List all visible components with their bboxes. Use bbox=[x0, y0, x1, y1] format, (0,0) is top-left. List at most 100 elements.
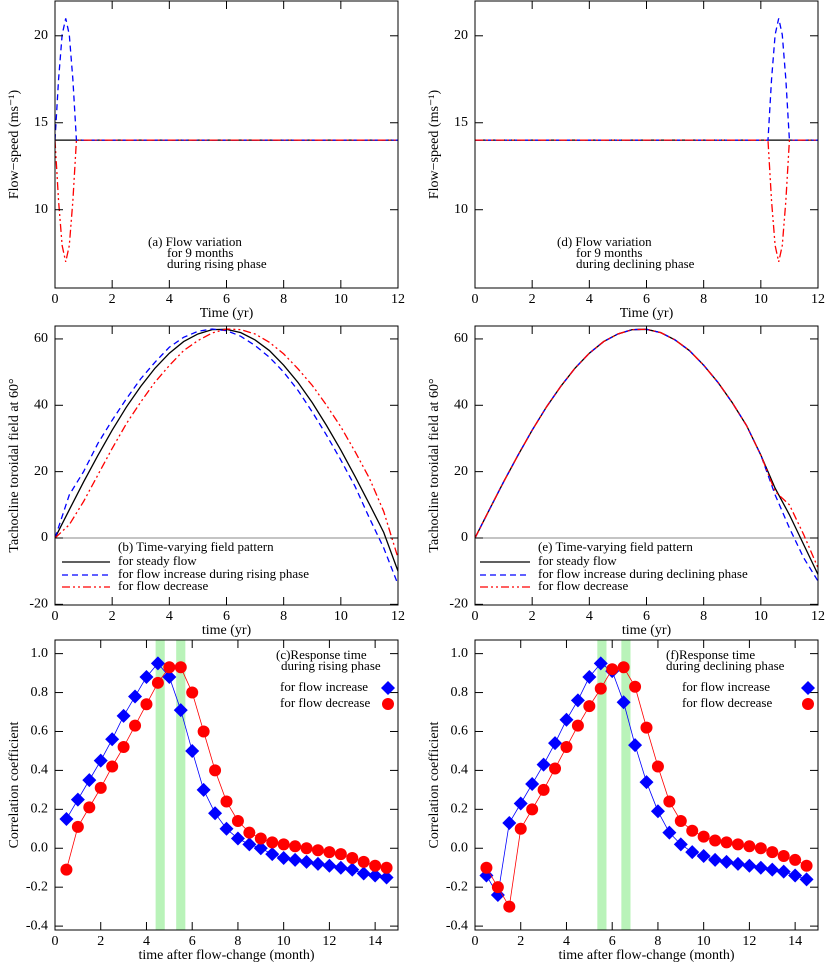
circle-marker bbox=[382, 698, 394, 710]
annotation: (c)Response time bbox=[276, 647, 367, 662]
x-tick-label: 10 bbox=[697, 934, 711, 949]
x-tick-label: 8 bbox=[654, 934, 661, 949]
circle-marker bbox=[629, 680, 642, 693]
x-tick-label: 8 bbox=[280, 292, 287, 307]
plot-area bbox=[479, 640, 814, 930]
circle-marker bbox=[243, 826, 256, 839]
x-axis-title: time (yr) bbox=[202, 623, 252, 638]
annotation: (f)Response time bbox=[666, 647, 755, 662]
diamond-marker bbox=[356, 866, 371, 881]
circle-marker bbox=[380, 861, 393, 874]
diamond-marker bbox=[662, 825, 677, 840]
x-axis-title: time (yr) bbox=[622, 623, 672, 638]
y-tick-label: 10 bbox=[34, 202, 48, 217]
y-tick-label: 20 bbox=[454, 28, 468, 43]
diamond-marker bbox=[70, 792, 85, 807]
diamond-marker bbox=[196, 782, 211, 797]
x-tick-label: 2 bbox=[529, 609, 536, 624]
circle-marker bbox=[277, 838, 290, 851]
annotation: (d) Flow variation bbox=[557, 234, 652, 249]
legend-label: for flow increase bbox=[280, 679, 368, 694]
diamond-marker bbox=[708, 852, 723, 867]
x-tick-label: 4 bbox=[586, 292, 593, 307]
diamond-marker bbox=[128, 689, 143, 704]
diamond-marker bbox=[185, 743, 200, 758]
series-line bbox=[55, 328, 398, 572]
x-tick-label: 4 bbox=[166, 609, 173, 624]
series-line bbox=[55, 18, 398, 141]
diamond-marker bbox=[753, 860, 768, 875]
circle-marker bbox=[346, 851, 359, 864]
diamond-marker bbox=[345, 862, 360, 877]
x-tick-label: 0 bbox=[472, 292, 479, 307]
circle-marker bbox=[186, 686, 199, 699]
diamond-marker bbox=[230, 831, 245, 846]
legend-label: for flow increase bbox=[682, 679, 770, 694]
plot-area bbox=[59, 640, 394, 930]
plot-frame bbox=[54, 639, 399, 931]
diamond-marker bbox=[650, 804, 665, 819]
series-line bbox=[475, 328, 818, 569]
y-tick-label: -0.2 bbox=[26, 879, 48, 894]
circle-marker bbox=[357, 855, 370, 868]
legend-label: for flow decrease bbox=[538, 578, 628, 593]
circle-marker bbox=[606, 663, 619, 676]
series-line bbox=[55, 139, 398, 263]
diamond-marker bbox=[242, 837, 257, 852]
diamond-marker bbox=[502, 815, 517, 830]
circle-marker bbox=[209, 764, 222, 777]
x-tick-label: 4 bbox=[563, 934, 570, 949]
diamond-marker bbox=[570, 693, 585, 708]
circle-marker bbox=[754, 842, 767, 855]
circle-marker bbox=[266, 836, 279, 849]
diamond-marker bbox=[730, 856, 745, 871]
circle-marker bbox=[514, 822, 527, 835]
diamond-marker bbox=[381, 681, 395, 695]
x-tick-label: 10 bbox=[334, 609, 348, 624]
highlight-band bbox=[155, 640, 165, 930]
x-tick-label: 8 bbox=[234, 934, 241, 949]
circle-marker bbox=[174, 661, 187, 674]
diamond-marker bbox=[265, 847, 280, 862]
diamond-marker bbox=[93, 753, 108, 768]
x-axis-title: time after flow-change (month) bbox=[138, 948, 314, 963]
y-tick-label: 0.6 bbox=[31, 724, 49, 739]
y-axis-title: Correlation coefficient bbox=[7, 721, 22, 848]
circle-marker bbox=[674, 815, 687, 828]
diamond-marker bbox=[548, 736, 563, 751]
diamond-marker bbox=[525, 777, 540, 792]
x-tick-label: 12 bbox=[742, 934, 756, 949]
series-line bbox=[475, 18, 818, 141]
circle-marker bbox=[800, 859, 813, 872]
y-tick-label: 20 bbox=[34, 28, 48, 43]
diamond-marker bbox=[616, 695, 631, 710]
circle-marker bbox=[549, 762, 562, 775]
x-tick-label: 2 bbox=[517, 934, 524, 949]
plot-frame bbox=[474, 639, 819, 931]
x-tick-label: 6 bbox=[223, 609, 230, 624]
circle-marker bbox=[197, 725, 210, 738]
x-tick-label: 6 bbox=[609, 934, 616, 949]
y-axis-title: Correlation coefficient bbox=[427, 721, 442, 848]
x-tick-label: 10 bbox=[754, 292, 768, 307]
circle-marker bbox=[651, 760, 664, 773]
diamond-marker bbox=[536, 757, 551, 772]
y-tick-label: 0 bbox=[41, 530, 48, 545]
annotation: (b) Time-varying field pattern bbox=[118, 539, 274, 554]
diamond-marker bbox=[801, 681, 815, 695]
diamond-marker bbox=[582, 669, 597, 684]
y-tick-label: 40 bbox=[34, 398, 48, 413]
x-tick-label: 2 bbox=[529, 292, 536, 307]
y-tick-label: 0.8 bbox=[451, 685, 469, 700]
plot-frame bbox=[54, 325, 399, 606]
circle-marker bbox=[697, 830, 710, 843]
circle-marker bbox=[617, 661, 630, 674]
panel: 0 2 4 6 8 10 12 10 15 20 Time (yr) Flow−speed (ms⁻¹… bbox=[427, 0, 825, 321]
highlight-band bbox=[176, 640, 186, 930]
x-tick-label: 4 bbox=[143, 934, 150, 949]
x-tick-label: 12 bbox=[391, 292, 405, 307]
x-tick-label: 0 bbox=[472, 934, 479, 949]
x-axis-title: Time (yr) bbox=[200, 306, 254, 321]
highlight-band bbox=[597, 640, 607, 930]
diamond-marker bbox=[696, 849, 711, 864]
